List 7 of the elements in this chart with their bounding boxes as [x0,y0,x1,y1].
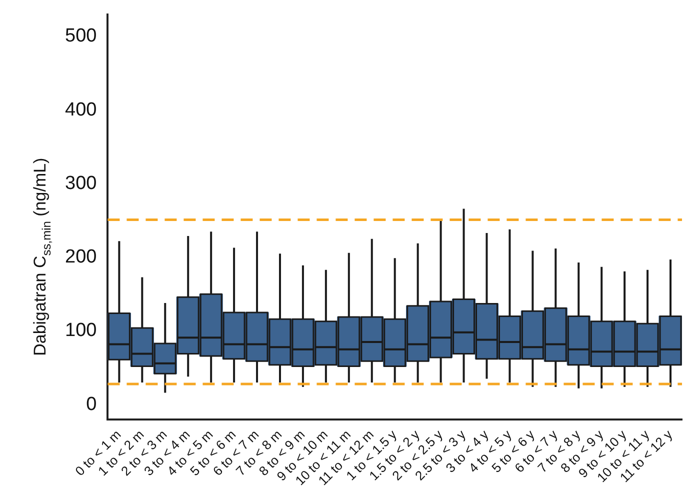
y-tick-label: 0 [86,394,97,415]
y-tick-label: 100 [65,320,97,342]
y-tick-label: 400 [65,99,97,120]
y-tick-label: 500 [65,26,97,47]
y-tick-label: 300 [65,172,97,194]
y-tick-label: 200 [65,246,97,268]
y-axis-title: Dabigatran Css,min (ng/mL) [30,158,54,356]
